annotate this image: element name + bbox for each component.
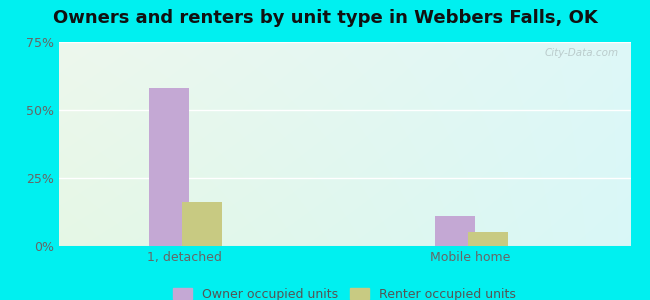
Text: City-Data.com: City-Data.com: [545, 48, 619, 58]
Bar: [468, 232, 508, 246]
Legend: Owner occupied units, Renter occupied units: Owner occupied units, Renter occupied un…: [173, 288, 516, 300]
Bar: [182, 202, 222, 246]
Text: Owners and renters by unit type in Webbers Falls, OK: Owners and renters by unit type in Webbe…: [53, 9, 597, 27]
Bar: [435, 216, 474, 246]
Bar: [149, 88, 188, 246]
